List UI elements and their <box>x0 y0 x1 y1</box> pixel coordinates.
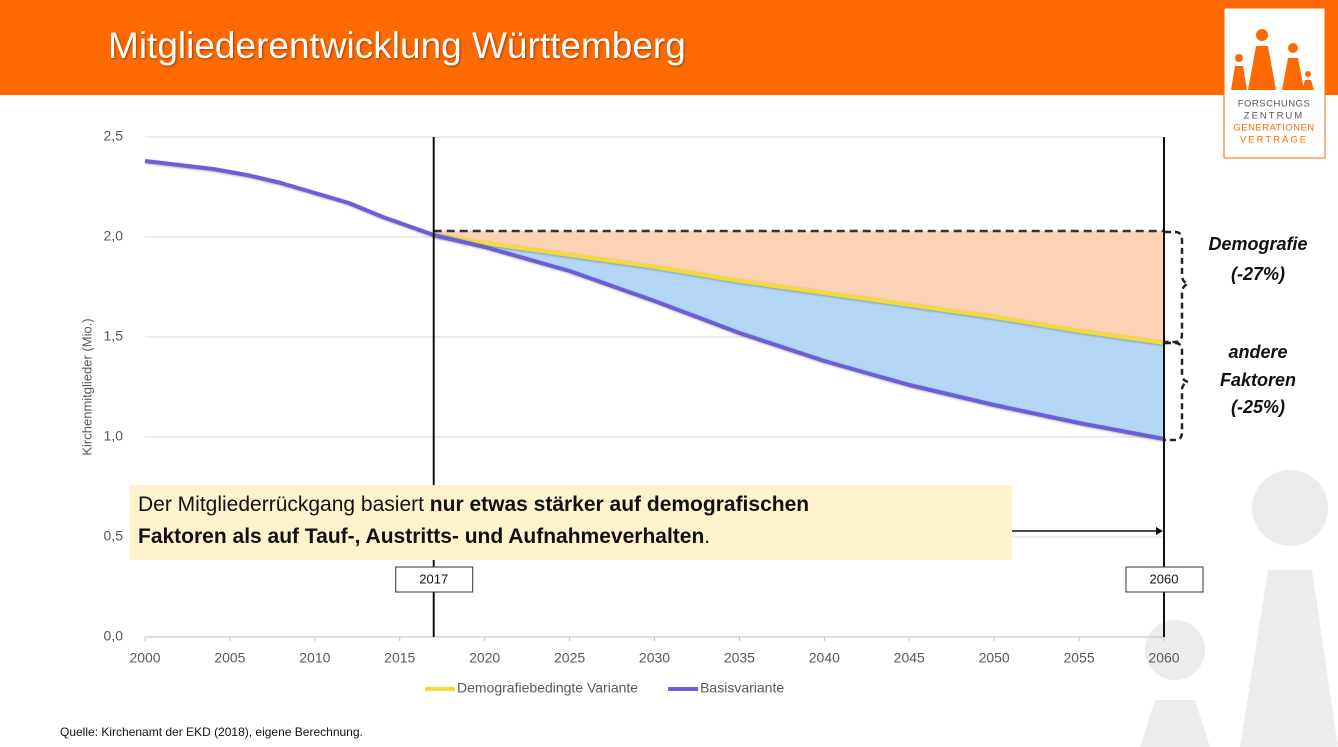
annotation: Faktoren <box>1220 370 1296 390</box>
callout-segment: Der Mitgliederrückgang basiert <box>138 493 430 516</box>
x-tick-label: 2025 <box>554 650 585 666</box>
x-tick-label: 2035 <box>724 650 755 666</box>
callout-box <box>130 485 1012 560</box>
x-tick-label: 2045 <box>894 650 925 666</box>
logo <box>1223 7 1326 159</box>
callout-segment: nur etwas stärker auf demografischen <box>430 493 809 516</box>
annotation: Demografie <box>1208 234 1307 254</box>
annotation: (-27%) <box>1231 264 1285 284</box>
x-tick-label: 2005 <box>214 650 245 666</box>
marker-label: 2060 <box>1150 571 1179 586</box>
marker-box <box>1125 566 1204 593</box>
callout-segment: . <box>704 525 710 548</box>
logo-text: ZENTRUM <box>1244 111 1304 122</box>
annotation: andere <box>1228 342 1287 362</box>
y-tick-label: 2,0 <box>104 228 124 244</box>
slide-title: Mitgliederentwicklung Württemberg <box>108 25 686 66</box>
x-tick-label: 2030 <box>639 650 670 666</box>
marker-box <box>395 566 474 593</box>
y-tick-label: 1,5 <box>104 328 124 344</box>
arrow-head <box>1156 527 1163 535</box>
annotation: (-25%) <box>1231 397 1285 417</box>
y-tick-label: 0,0 <box>104 628 124 644</box>
x-tick-label: 2010 <box>299 650 330 666</box>
braces <box>1165 230 1192 442</box>
watermark <box>1140 470 1338 747</box>
x-tick-label: 2050 <box>979 650 1010 666</box>
y-tick-label: 0,5 <box>104 528 124 544</box>
y-tick-label: 1,0 <box>104 428 124 444</box>
marker-label: 2017 <box>419 571 448 586</box>
callout-text: Faktoren als auf Tauf-, Austritts- und A… <box>138 525 710 548</box>
source: Quelle: Kirchenamt der EKD (2018), eigen… <box>60 725 363 739</box>
x-tick-label: 2040 <box>809 650 840 666</box>
x-tick-label: 2055 <box>1064 650 1095 666</box>
y-axis-label: Kirchenmitglieder (Mio.) <box>79 318 94 455</box>
x-tick-label: 2020 <box>469 650 500 666</box>
x-tick-label: 2015 <box>384 650 415 666</box>
logo-text: GENERATIONEN <box>1233 123 1314 134</box>
callout-text: Der Mitgliederrückgang basiert nur etwas… <box>138 493 809 516</box>
x-tick-label: 2060 <box>1148 650 1179 666</box>
legend-label: Basisvariante <box>700 680 784 696</box>
x-tick-label: 2000 <box>129 650 160 666</box>
callout-segment: Faktoren als auf Tauf-, Austritts- und A… <box>138 525 704 548</box>
legend-label: Demografiebedingte Variante <box>457 680 638 696</box>
header-bar <box>0 0 1338 95</box>
logo-text: FORSCHUNGS <box>1238 99 1311 110</box>
logo-text: VERTRÄGE <box>1240 135 1308 146</box>
y-tick-label: 2,5 <box>104 128 124 144</box>
series-line <box>433 233 1165 345</box>
